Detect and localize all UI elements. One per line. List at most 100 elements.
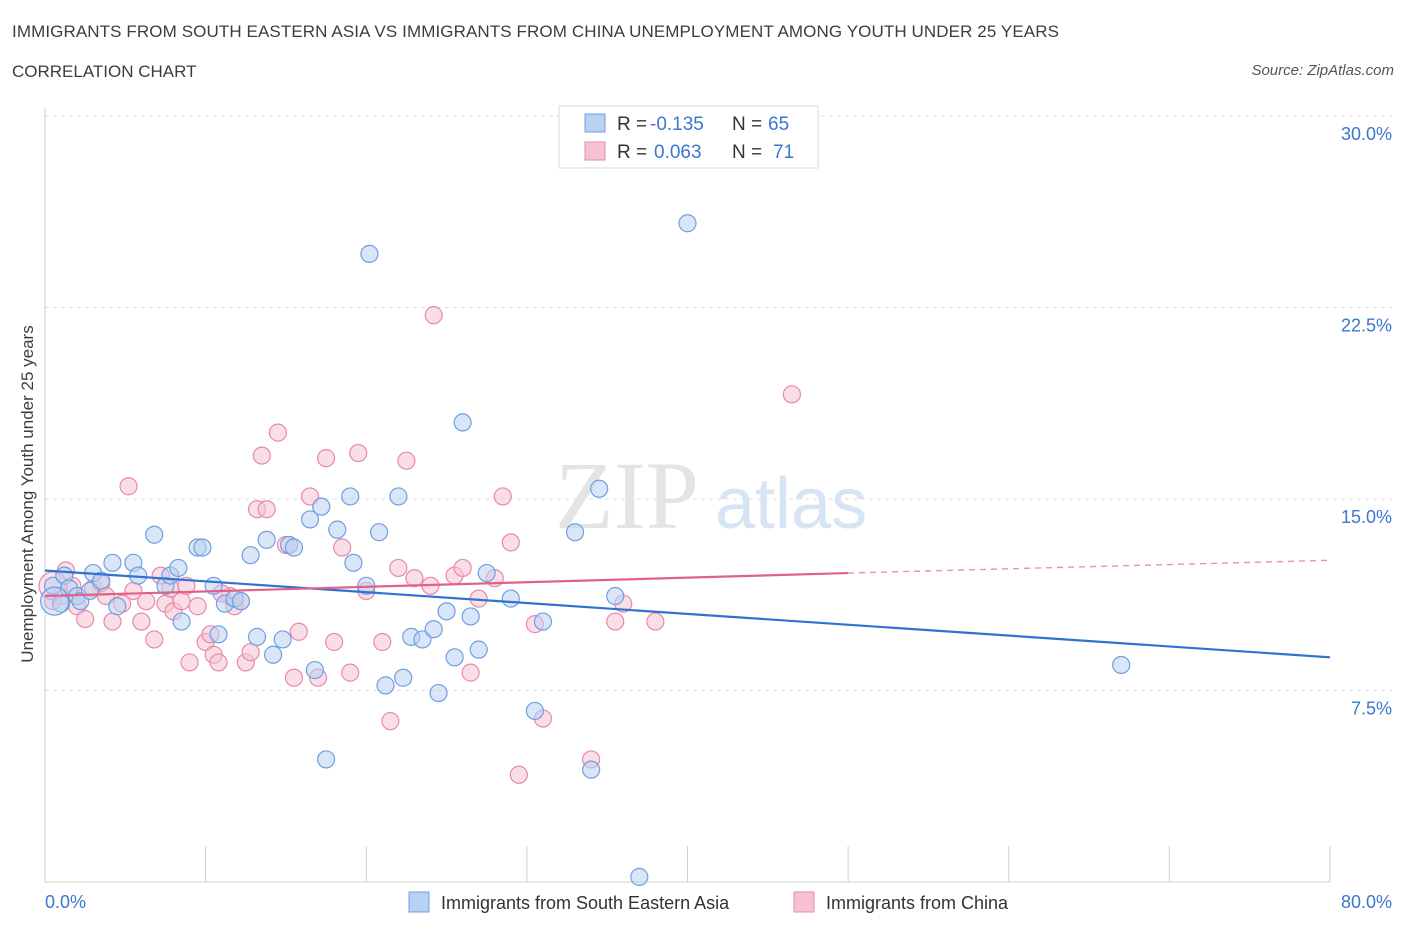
sea-point <box>169 558 188 578</box>
sea-point <box>108 597 127 616</box>
china-point <box>424 306 443 325</box>
legend-n-value-sea: 65 <box>768 114 789 135</box>
legend-swatch-sea <box>584 113 606 133</box>
sea-point <box>424 620 443 639</box>
x-tick-label-max: 80.0% <box>1341 892 1392 912</box>
sea-point <box>477 563 496 583</box>
sea-point <box>273 630 292 649</box>
sea-point <box>145 525 164 544</box>
sea-point <box>263 645 283 664</box>
china-point <box>501 533 520 552</box>
sea-point <box>445 648 464 667</box>
sea-point <box>257 530 276 549</box>
sea-point <box>231 592 251 611</box>
legend-r-label-china: R = <box>617 142 647 163</box>
china-point <box>333 538 352 557</box>
sea-point <box>469 640 488 659</box>
china-point <box>461 663 480 682</box>
sea-point <box>394 668 413 687</box>
sea-point <box>241 546 260 565</box>
china-point <box>137 592 156 611</box>
china-point <box>646 612 665 631</box>
sea-point <box>429 683 448 703</box>
legend-n-label-sea: N = <box>732 114 762 135</box>
y-tick-label: 30.0% <box>1341 124 1392 144</box>
china-point <box>389 558 408 578</box>
sea-point <box>92 571 111 590</box>
sea-point <box>590 479 609 498</box>
legend-n-value-china: 71 <box>773 142 794 163</box>
sea-point-cluster <box>40 586 70 616</box>
series-legend-swatch-china <box>793 891 815 913</box>
china-point <box>119 477 138 496</box>
legend-n-label-china: N = <box>732 142 762 163</box>
sea-point <box>328 520 347 539</box>
sea-point <box>284 538 304 557</box>
sea-point <box>300 510 320 529</box>
sea-point <box>437 602 456 621</box>
sea-point <box>533 612 553 631</box>
china-point <box>252 446 271 465</box>
china-point <box>284 668 304 687</box>
legend-r-value-sea: -0.135 <box>650 114 704 135</box>
china-point <box>76 609 95 629</box>
sea-point <box>678 214 697 233</box>
y-tick-label: 22.5% <box>1341 316 1392 336</box>
china-point <box>349 443 368 463</box>
china-point <box>289 622 308 641</box>
china-trend-line <box>44 571 849 598</box>
china-point <box>103 612 122 631</box>
x-tick-label-min: 0.0% <box>45 892 86 912</box>
china-point <box>132 612 151 631</box>
china-point <box>341 663 360 682</box>
china-point <box>209 653 228 672</box>
china-point <box>268 423 288 442</box>
y-tick-labels: 7.5% 15.0% 22.5% 30.0% <box>1341 124 1392 719</box>
series-legend-label-china: Immigrants from China <box>826 893 1009 913</box>
sea-point <box>209 625 228 644</box>
china-point <box>180 653 199 672</box>
sea-point <box>389 487 408 506</box>
china-point <box>397 451 416 470</box>
watermark-atlas: atlas <box>715 464 867 544</box>
china-point <box>257 500 276 519</box>
sea-point <box>413 630 432 649</box>
chart-subtitle: CORRELATION CHART <box>12 62 197 81</box>
series-legend: Immigrants from South Eastern Asia Immig… <box>408 891 1009 913</box>
chart-title: IMMIGRANTS FROM SOUTH EASTERN ASIA VS IM… <box>12 22 1060 41</box>
sea-trend-line <box>44 569 1331 659</box>
china-trend-extension <box>848 559 1331 574</box>
legend-r-value-china: 0.063 <box>654 142 702 163</box>
china-point <box>606 612 625 631</box>
y-tick-label: 15.0% <box>1341 507 1392 527</box>
sea-point <box>453 413 472 432</box>
sea-point <box>247 627 267 646</box>
sea-point <box>1112 655 1131 675</box>
china-point <box>145 630 164 649</box>
sea-point <box>565 523 585 542</box>
trend-lines <box>44 559 1331 659</box>
sea-point <box>461 607 480 626</box>
china-point <box>493 487 512 506</box>
sea-point <box>103 553 122 572</box>
china-point <box>381 712 400 731</box>
series-legend-label-sea: Immigrants from South Eastern Asia <box>441 893 730 913</box>
sea-point <box>525 701 545 721</box>
china-point <box>325 632 344 652</box>
sea-point <box>344 553 363 572</box>
china-point <box>316 449 336 468</box>
china-point <box>509 765 528 784</box>
sea-point <box>606 586 625 606</box>
watermark: ZIP atlas <box>555 442 867 549</box>
china-point <box>453 558 472 578</box>
y-tick-label: 7.5% <box>1351 699 1392 719</box>
axes <box>44 108 1330 883</box>
sea-point <box>316 750 336 769</box>
sea-point <box>360 244 379 263</box>
sea-point <box>501 589 520 608</box>
china-point <box>177 576 196 595</box>
series-legend-swatch-sea <box>408 891 430 913</box>
sea-point <box>193 538 212 557</box>
stats-legend: R = -0.135 N = 65 R = 0.063 N = 71 <box>558 105 819 169</box>
